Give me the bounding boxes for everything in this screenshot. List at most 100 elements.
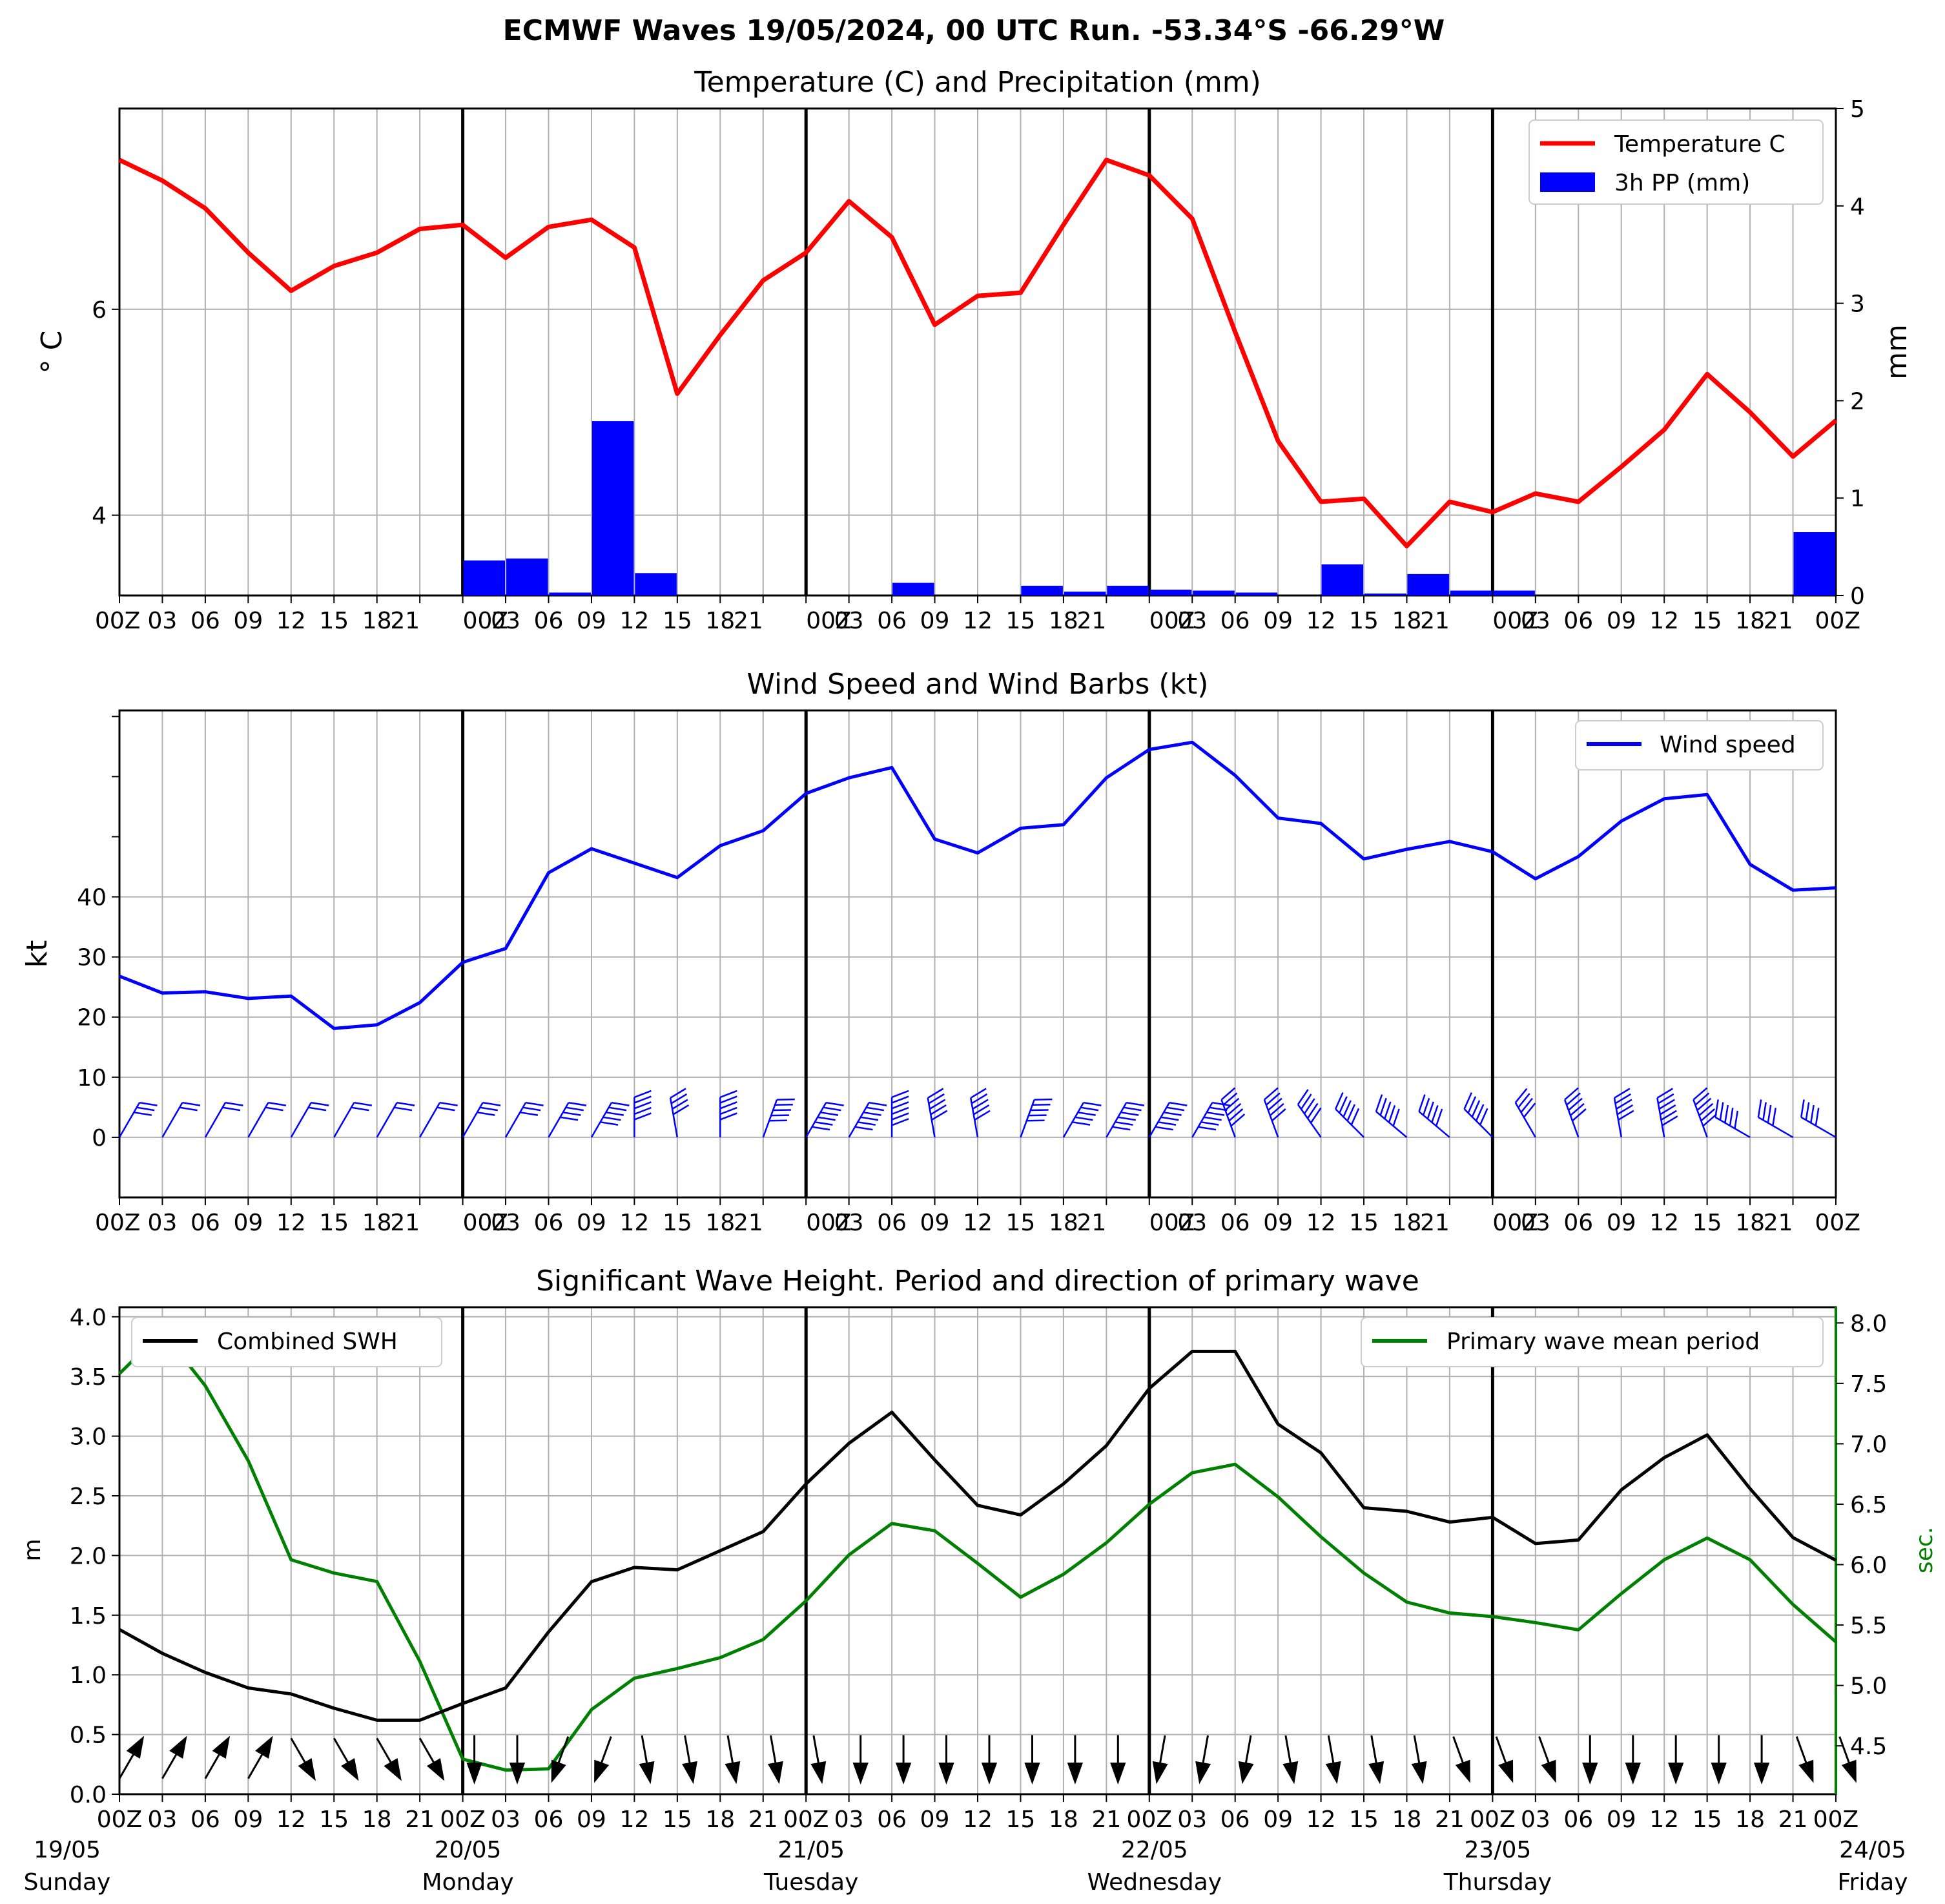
y-tick-label: 6: [92, 297, 107, 324]
x-tick-label: 21: [1420, 1210, 1450, 1236]
wind-barb: [1335, 1092, 1364, 1138]
y-axis-label: m: [19, 1538, 46, 1561]
precip-bar: [1407, 574, 1449, 595]
x-tick-label: 18: [362, 1210, 392, 1236]
x-tick-label: 03: [1177, 1806, 1207, 1833]
x-tick-label: 18: [1735, 1806, 1765, 1833]
wave-direction-arrow: [204, 1735, 231, 1779]
x-tick-label: 12: [276, 608, 306, 634]
wind-barb: [1106, 1101, 1145, 1138]
y-tick-label: 1.5: [70, 1603, 107, 1630]
x-tick-label: 03: [148, 1806, 178, 1833]
x-tick-label: 03: [148, 608, 178, 634]
x-tick-label: 12: [1649, 608, 1679, 634]
period-line: [118, 1329, 1837, 1772]
y2-tick-label: 3: [1850, 291, 1865, 318]
x-tick-label: 18: [1392, 1806, 1422, 1833]
x-tick-label: 21: [748, 1806, 778, 1833]
legend-label: Combined SWH: [217, 1329, 398, 1355]
x-tick-label: 00Z: [1470, 1806, 1515, 1833]
x-tick-label: 21: [1435, 1806, 1465, 1833]
x-tick-label: 18: [1735, 608, 1765, 634]
wave-direction-arrow: [247, 1735, 273, 1779]
x-tick-label: 15: [1693, 1806, 1722, 1833]
y2-tick-label: 5.0: [1850, 1673, 1887, 1700]
x-tick-label: 18: [1049, 608, 1078, 634]
x-tick-label: 18: [705, 1210, 735, 1236]
wind-barb: [290, 1101, 329, 1138]
wind-barb: [504, 1101, 544, 1138]
x-tick-label: 18: [1735, 1210, 1765, 1236]
x-tick-label: 12: [276, 1806, 306, 1833]
precip-bar: [463, 560, 506, 595]
x-tick-label: 21: [734, 1210, 763, 1236]
x-tick-label: 09: [1263, 608, 1293, 634]
x-tick-label: 18: [705, 608, 735, 634]
x-tick-label: 21: [1077, 1210, 1107, 1236]
day-date-label: 19/05: [34, 1837, 101, 1863]
wave-direction-arrow: [466, 1735, 482, 1785]
x-tick-label: 15: [1349, 608, 1379, 634]
x-tick-label: 06: [877, 1806, 907, 1833]
y-tick-label: 3.0: [70, 1424, 107, 1451]
swh-line: [118, 1349, 1837, 1722]
wind-barb: [462, 1101, 501, 1138]
x-tick-label: 06: [190, 608, 220, 634]
x-tick-label: 18: [705, 1806, 735, 1833]
wind-barb: [805, 1101, 844, 1138]
x-tick-label: 00Z: [463, 1210, 508, 1236]
x-tick-label: 21: [1764, 608, 1793, 634]
precip-bar: [892, 583, 934, 595]
x-tick-label: 09: [1607, 1806, 1636, 1833]
x-tick-label: 15: [1693, 608, 1722, 634]
x-tick-label: 09: [577, 1210, 606, 1236]
x-tick-label: 09: [233, 608, 263, 634]
wind-barb: [376, 1101, 415, 1138]
wind-barb: [247, 1101, 287, 1138]
x-tick-label: 06: [534, 1806, 564, 1833]
x-tick-label: 00Z: [97, 1806, 142, 1833]
legend-label: Temperature C: [1614, 131, 1785, 158]
x-tick-label: 09: [1263, 1210, 1293, 1236]
y2-tick-label: 6.5: [1850, 1492, 1887, 1518]
wave-direction-arrow: [1110, 1735, 1126, 1785]
x-tick-label: 15: [663, 1806, 692, 1833]
wind-barb: [161, 1101, 201, 1138]
wind-barb: [848, 1101, 887, 1138]
x-tick-label: 00Z: [783, 1806, 828, 1833]
day-date-label: 23/05: [1465, 1837, 1532, 1863]
wave-direction-arrow: [118, 1735, 145, 1779]
precip-bar: [1064, 591, 1106, 595]
x-tick-label: 15: [663, 608, 692, 634]
wave-direction-arrow: [594, 1736, 612, 1783]
wind-barb: [969, 1088, 991, 1138]
wind-barb: [1148, 1101, 1188, 1138]
day-name-label: Friday: [1837, 1869, 1908, 1896]
x-tick-label: 06: [877, 1210, 907, 1236]
wave-direction-arrow: [376, 1737, 402, 1781]
wave-direction-arrow: [509, 1735, 526, 1785]
y-tick-label: 30: [77, 945, 107, 971]
wind-barb: [1757, 1099, 1794, 1138]
precip-bar: [1235, 592, 1278, 595]
wave-direction-arrow: [725, 1735, 741, 1785]
x-tick-label: 00Z: [1492, 608, 1538, 634]
y-tick-label: 40: [77, 885, 107, 911]
x-tick-label: 12: [963, 1210, 993, 1236]
wind-barb: [1613, 1088, 1634, 1138]
x-tick-label: 21: [734, 608, 763, 634]
precip-bar: [1321, 564, 1364, 595]
precip-bar: [1450, 590, 1492, 595]
y-tick-label: 20: [77, 1005, 107, 1031]
wind-barb: [719, 1090, 737, 1137]
legend-label: 3h PP (mm): [1614, 170, 1750, 196]
y-tick-label: 0: [92, 1125, 107, 1152]
legend-label: Wind speed: [1660, 732, 1796, 758]
precip-bar: [1193, 590, 1235, 595]
x-tick-label: 03: [834, 608, 864, 634]
wave-direction-arrow: [1152, 1735, 1168, 1785]
x-tick-label: 18: [362, 608, 392, 634]
y-tick-label: 4.0: [70, 1305, 107, 1331]
wind-barb: [927, 1088, 948, 1138]
day-date-label: 20/05: [435, 1837, 502, 1863]
